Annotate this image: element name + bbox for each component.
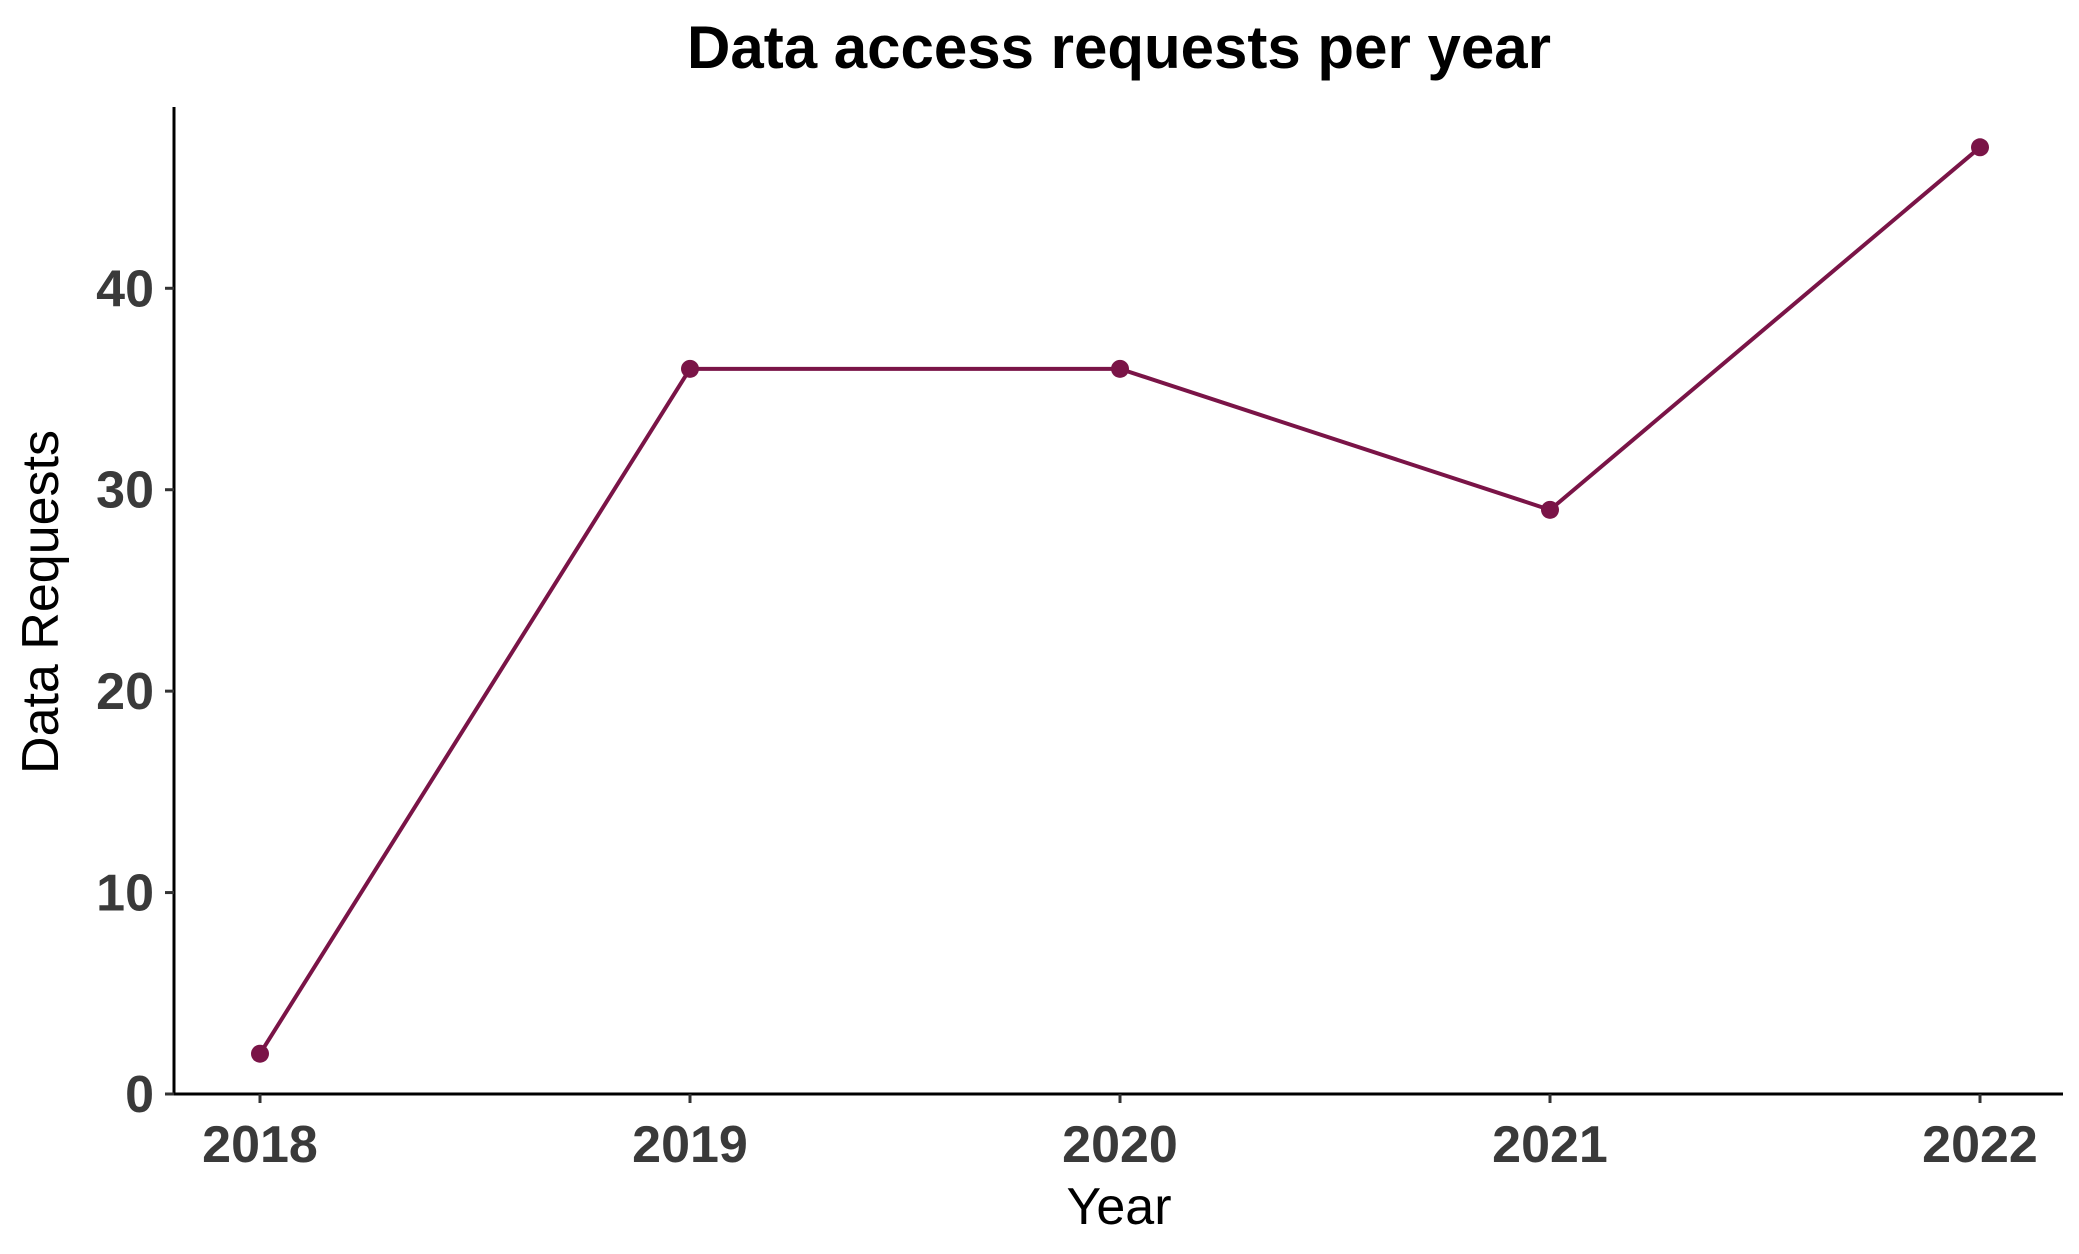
- y-axis-ticks: 0 10 20 30 40: [96, 260, 174, 1124]
- data-point: [681, 359, 699, 378]
- x-tick-label: 2019: [632, 1116, 748, 1174]
- series-line: [258, 145, 1982, 1055]
- x-axis-label: Year: [1066, 1178, 1171, 1236]
- data-point: [251, 1044, 269, 1063]
- y-tick-label: 20: [96, 663, 154, 721]
- y-tick-label: 30: [96, 462, 154, 520]
- y-tick-label: 10: [96, 865, 154, 923]
- data-point: [1541, 500, 1559, 519]
- series-layer: [251, 138, 1989, 1063]
- x-tick-label: 2021: [1492, 1116, 1608, 1174]
- data-point: [1971, 138, 1989, 157]
- plot-area: 0 10 20 30 40 2018 2019 2020 2021 2022: [96, 107, 2063, 1174]
- y-axis-label: Data Requests: [12, 430, 70, 774]
- x-tick-label: 2022: [1922, 1116, 2038, 1174]
- data-point: [1111, 359, 1129, 378]
- x-axis-ticks: 2018 2019 2020 2021 2022: [202, 1094, 2038, 1174]
- chart-title: Data access requests per year: [687, 14, 1551, 81]
- x-tick-label: 2020: [1062, 1116, 1178, 1174]
- x-tick-label: 2018: [202, 1116, 318, 1174]
- y-tick-label: 0: [125, 1066, 154, 1124]
- y-tick-label: 40: [96, 260, 154, 318]
